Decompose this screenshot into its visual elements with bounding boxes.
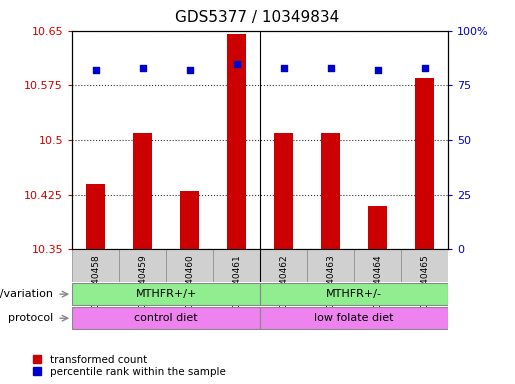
Bar xyxy=(260,249,307,282)
Point xyxy=(373,67,382,73)
Text: GSM840462: GSM840462 xyxy=(279,254,288,309)
Bar xyxy=(180,191,199,249)
Bar xyxy=(72,283,260,305)
Bar xyxy=(227,34,246,249)
Bar xyxy=(307,249,354,282)
Text: GSM840459: GSM840459 xyxy=(138,254,147,309)
Text: control diet: control diet xyxy=(134,313,198,323)
Text: low folate diet: low folate diet xyxy=(314,313,394,323)
Bar xyxy=(274,133,293,249)
Bar xyxy=(415,78,434,249)
Point xyxy=(327,65,335,71)
Point xyxy=(92,67,100,73)
Text: MTHFR+/-: MTHFR+/- xyxy=(326,289,382,299)
Bar xyxy=(72,308,260,329)
Legend: transformed count, percentile rank within the sample: transformed count, percentile rank withi… xyxy=(31,353,228,379)
Text: GSM840461: GSM840461 xyxy=(232,254,241,309)
Bar xyxy=(260,283,448,305)
Text: protocol: protocol xyxy=(8,313,54,323)
Bar xyxy=(354,249,401,282)
Text: GSM840465: GSM840465 xyxy=(420,254,429,309)
Point xyxy=(185,67,194,73)
Bar xyxy=(166,249,213,282)
Bar xyxy=(86,184,105,249)
Point xyxy=(139,65,147,71)
Bar xyxy=(401,249,448,282)
Text: GSM840463: GSM840463 xyxy=(326,254,335,309)
Bar xyxy=(321,133,340,249)
Text: genotype/variation: genotype/variation xyxy=(0,289,54,299)
Point xyxy=(420,65,428,71)
Bar xyxy=(213,249,260,282)
Text: GDS5377 / 10349834: GDS5377 / 10349834 xyxy=(176,10,339,25)
Bar xyxy=(72,249,119,282)
Point xyxy=(280,65,288,71)
Point xyxy=(232,60,241,66)
Bar xyxy=(133,133,152,249)
Text: MTHFR+/+: MTHFR+/+ xyxy=(135,289,197,299)
Bar xyxy=(260,308,448,329)
Text: GSM840458: GSM840458 xyxy=(91,254,100,309)
Text: GSM840464: GSM840464 xyxy=(373,254,382,309)
Bar xyxy=(119,249,166,282)
Text: GSM840460: GSM840460 xyxy=(185,254,194,309)
Bar xyxy=(368,205,387,249)
